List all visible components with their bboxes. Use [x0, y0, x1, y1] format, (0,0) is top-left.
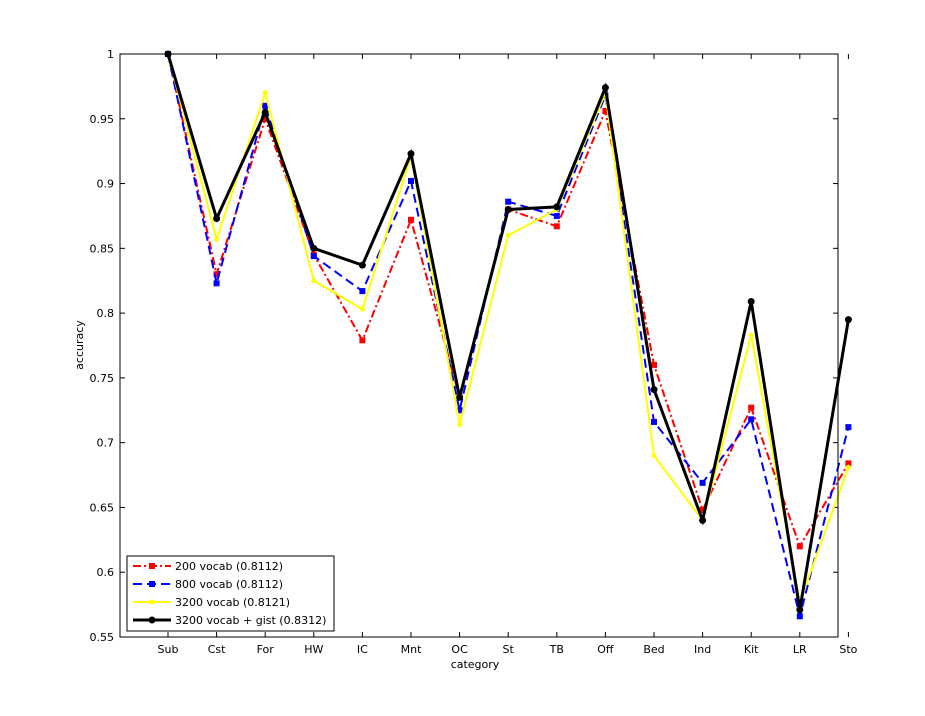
- x-tick-label: Sub: [158, 643, 179, 656]
- y-tick-label: 0.65: [90, 501, 115, 514]
- plot-frame: [119, 53, 839, 638]
- x-tick-label: LR: [793, 643, 807, 656]
- legend-marker-2: [149, 581, 155, 587]
- legend-marker-3: [149, 599, 155, 605]
- x-tick-label: OC: [451, 643, 468, 656]
- y-tick-label: 0.75: [90, 372, 115, 385]
- series-3-point: [214, 236, 220, 242]
- series-2-point: [796, 613, 803, 620]
- series-2-point: [262, 102, 269, 109]
- y-tick-label: 0.7: [97, 437, 115, 450]
- series-4-point: [456, 393, 464, 401]
- x-tick-label: Kit: [744, 643, 759, 656]
- y-tick-label: 0.95: [90, 113, 115, 126]
- series-4-point: [504, 205, 512, 213]
- series-4-point: [358, 261, 366, 269]
- legend-label-1: 200 vocab (0.8112): [175, 560, 283, 573]
- series-2-point: [699, 479, 706, 486]
- legend-label-4: 3200 vocab + gist (0.8312): [175, 614, 326, 627]
- series-2-point: [845, 424, 852, 431]
- series-2-point: [310, 253, 317, 260]
- series-4-point: [213, 215, 221, 223]
- series-2-point: [651, 418, 657, 425]
- x-tick-label: Bed: [643, 643, 664, 656]
- y-axis-label: accuracy: [73, 320, 86, 370]
- series-1-point: [359, 337, 366, 344]
- series-4-point: [601, 84, 609, 92]
- axes: 0.55 0.6 0.65 0.7 0.75 0.8 0.85 0.9 0.95 1 Sub Cst F…: [90, 48, 858, 656]
- x-tick-label: Mnt: [401, 643, 422, 656]
- series-1-point: [262, 115, 269, 122]
- x-tick-label: For: [257, 643, 275, 656]
- y-tick-label: 0.8: [97, 307, 115, 320]
- y-tick-label: 0.9: [97, 178, 115, 191]
- series-1-point: [602, 108, 609, 115]
- series-4-point: [699, 516, 707, 524]
- series-1-point: [845, 460, 852, 467]
- x-tick-label: Cst: [208, 643, 226, 656]
- series-4-point: [310, 244, 318, 252]
- legend-label-2: 800 vocab (0.8112): [175, 578, 283, 591]
- series-2-point: [553, 212, 560, 219]
- x-tick-label: HW: [304, 643, 323, 656]
- series-3-point: [457, 422, 463, 428]
- series-3-point: [505, 232, 511, 238]
- series-1-point: [553, 223, 560, 230]
- series-4-point: [261, 108, 269, 116]
- legend-label-3: 3200 vocab (0.8121): [175, 596, 290, 609]
- series-2-point: [359, 288, 366, 295]
- series-1-point: [651, 361, 657, 368]
- series-2-point: [748, 416, 755, 423]
- plot-border: [119, 53, 839, 638]
- series-group: [164, 50, 852, 620]
- series-1-point: [699, 507, 706, 514]
- series-2-point: [456, 407, 463, 414]
- series-1-point: [748, 404, 755, 411]
- x-tick-label: Sto: [839, 643, 857, 656]
- series-2-point: [213, 280, 220, 287]
- legend-marker-4: [148, 616, 156, 624]
- series-1-point: [213, 271, 220, 278]
- series-4-point: [796, 606, 804, 614]
- series-4-point: [650, 386, 658, 394]
- series-3-point: [651, 453, 657, 459]
- x-tick-label: Off: [597, 643, 614, 656]
- x-tick-label: IC: [357, 643, 368, 656]
- y-tick-label: 1: [107, 48, 114, 61]
- series-3-point: [845, 464, 851, 470]
- x-axis-label: category: [451, 658, 500, 671]
- series-3-point: [311, 278, 317, 284]
- series-4-point: [407, 150, 415, 158]
- series-1-point: [796, 543, 803, 550]
- series-4-point: [747, 297, 755, 305]
- legend: 200 vocab (0.8112) 800 vocab (0.8112) 3200…: [126, 555, 335, 632]
- series-2-point: [505, 198, 512, 205]
- series-4-point: [553, 203, 561, 211]
- y-tick-label: 0.85: [90, 242, 115, 255]
- y-tick-label: 0.55: [90, 631, 115, 644]
- x-tick-label: TB: [549, 643, 564, 656]
- series-4-point: [844, 316, 852, 324]
- y-tick-label: 0.6: [97, 566, 115, 579]
- legend-marker-1: [149, 563, 155, 569]
- series-2-point: [408, 177, 414, 184]
- series-3-point: [748, 332, 754, 338]
- x-tick-label: Ind: [694, 643, 711, 656]
- x-tick-label: St: [503, 643, 515, 656]
- series-3-point: [359, 306, 365, 312]
- series-3-point: [262, 90, 268, 96]
- series-1-point: [408, 216, 414, 223]
